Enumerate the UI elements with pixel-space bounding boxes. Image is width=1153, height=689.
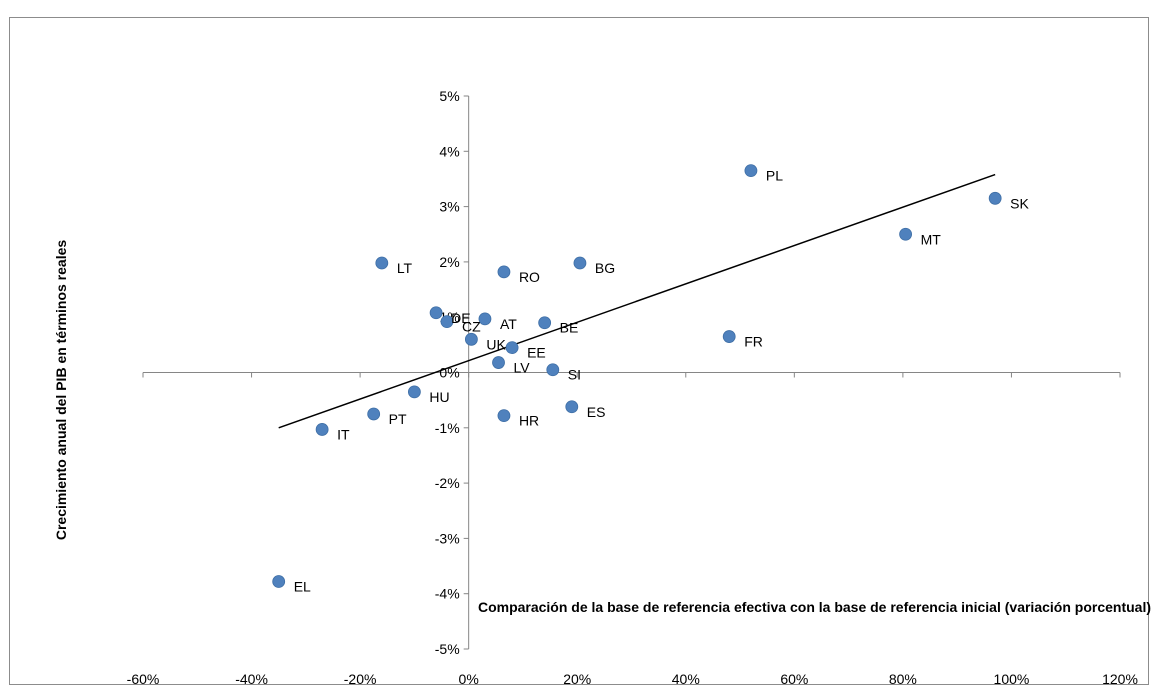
point-label-de: DE bbox=[451, 310, 470, 326]
data-point-cz bbox=[440, 315, 454, 329]
y-tick-label: -4% bbox=[435, 586, 460, 602]
y-tick-label: -1% bbox=[435, 420, 460, 436]
x-tick-label: -60% bbox=[127, 671, 160, 687]
x-tick-label: -40% bbox=[235, 671, 268, 687]
x-tick-label: -20% bbox=[344, 671, 377, 687]
x-tick-label: 60% bbox=[780, 671, 808, 687]
point-label-ee: EE bbox=[527, 345, 546, 361]
y-axis: 5%4%3%2%1%0%-1%-2%-3%-4%-5% bbox=[435, 88, 470, 657]
data-point-bg bbox=[573, 256, 587, 270]
x-tick-label: 40% bbox=[672, 671, 700, 687]
chart-frame bbox=[9, 17, 1149, 685]
point-label-mt: MT bbox=[921, 231, 942, 247]
point-label-ro: RO bbox=[519, 269, 540, 285]
x-tick-label: 120% bbox=[1102, 671, 1138, 687]
data-point-el bbox=[272, 575, 286, 588]
data-point-pl bbox=[744, 164, 758, 178]
data-point-si bbox=[546, 363, 560, 377]
data-point-de bbox=[429, 306, 443, 320]
point-label-es: ES bbox=[587, 404, 606, 420]
point-label-be: BE bbox=[560, 320, 579, 336]
point-label-cz: CZ bbox=[462, 319, 481, 335]
y-tick-label: 4% bbox=[439, 143, 459, 159]
data-point-at bbox=[478, 312, 492, 326]
x-axis: -60% -40% -20% 0% 20% 40% 60% 80% 100% 120% bbox=[127, 372, 1138, 687]
y-tick-label: -5% bbox=[435, 641, 460, 657]
data-point-es bbox=[565, 400, 579, 414]
data-point-pt bbox=[367, 407, 381, 421]
point-label-lv: LV bbox=[514, 360, 531, 376]
x-tick-label: 100% bbox=[994, 671, 1030, 687]
point-label-uk: UK bbox=[486, 336, 506, 352]
point-label-at: AT bbox=[500, 316, 517, 332]
point-label-el: EL bbox=[294, 579, 311, 595]
data-point-sk bbox=[988, 191, 1002, 205]
x-tick-label: 0% bbox=[459, 671, 479, 687]
x-tick-label: 80% bbox=[889, 671, 917, 687]
data-point-hu bbox=[407, 385, 421, 399]
data-point-hr bbox=[497, 409, 511, 423]
data-point-ee bbox=[505, 341, 519, 355]
point-label-pl: PL bbox=[766, 168, 783, 184]
data-point-be bbox=[538, 316, 552, 330]
point-label-lt: LT bbox=[397, 260, 413, 276]
data-point-it bbox=[315, 423, 329, 436]
y-tick-label: 5% bbox=[439, 88, 459, 104]
point-label-hu: HU bbox=[429, 389, 449, 405]
point-label-pt: PT bbox=[389, 411, 407, 427]
point-label-fr: FR bbox=[744, 334, 763, 350]
data-point-ro bbox=[497, 265, 511, 279]
point-label-it: IT bbox=[337, 426, 350, 442]
y-tick-label: 2% bbox=[439, 254, 459, 270]
data-point-lv bbox=[492, 356, 505, 369]
point-label-si: SI bbox=[568, 367, 581, 383]
y-tick-label: -2% bbox=[435, 475, 460, 491]
trendline bbox=[278, 173, 996, 429]
point-label-bg: BG bbox=[595, 260, 615, 276]
data-point-mt bbox=[899, 227, 913, 241]
y-axis-title: Crecimiento anual del PIB en términos re… bbox=[53, 240, 69, 541]
point-label-sk: SK bbox=[1010, 195, 1029, 211]
points-group bbox=[272, 164, 1002, 588]
x-axis-title: Comparación de la base de referencia efe… bbox=[478, 599, 1151, 615]
trendline-group bbox=[278, 173, 996, 429]
point-label-hr: HR bbox=[519, 413, 539, 429]
data-point-lt bbox=[375, 256, 389, 270]
y-tick-label: -3% bbox=[435, 530, 460, 546]
x-tick-label: 20% bbox=[563, 671, 591, 687]
data-point-fr bbox=[722, 330, 736, 343]
data-point-uk bbox=[464, 332, 478, 346]
y-tick-label: 3% bbox=[439, 199, 459, 215]
